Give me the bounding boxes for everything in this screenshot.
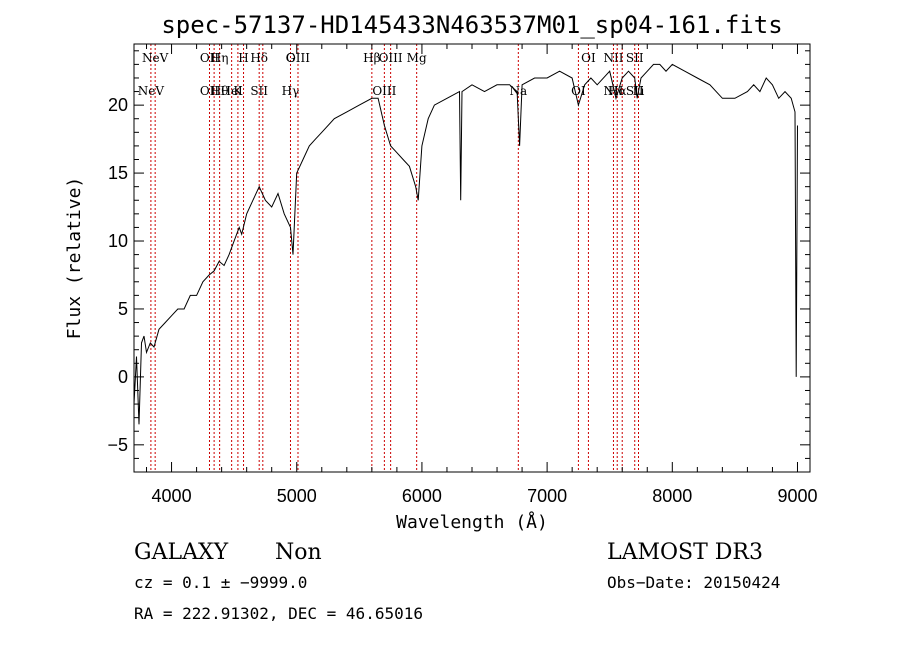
y-tick-label: 0 bbox=[118, 367, 128, 387]
chart-title: spec-57137-HD145433N463537M01_sp04-161.f… bbox=[161, 11, 782, 39]
line-marker-label-top: OIII bbox=[379, 51, 403, 65]
line-marker-label-top: SII bbox=[626, 51, 644, 65]
line-marker-label-top: G bbox=[286, 51, 296, 65]
line-marker-label-bottom: HeI bbox=[220, 84, 243, 98]
line-marker-label-bottom: NeV bbox=[138, 84, 165, 98]
line-marker-label-bottom: K bbox=[233, 84, 243, 98]
x-axis-label: Wavelength (Å) bbox=[396, 511, 548, 533]
coordinates: RA = 222.91302, DEC = 46.65016 bbox=[134, 604, 423, 623]
obs-date: Obs−Date: 20150424 bbox=[607, 573, 780, 592]
line-marker-label-top: OI bbox=[581, 51, 596, 65]
y-tick-label: 15 bbox=[108, 163, 128, 183]
line-marker-label-top: NII bbox=[603, 51, 623, 65]
survey-name: LAMOST DR3 bbox=[607, 540, 763, 565]
line-marker-label-bottom: NII bbox=[603, 84, 623, 98]
line-marker-label-bottom: OII bbox=[200, 84, 220, 98]
x-tick-label: 4000 bbox=[152, 486, 192, 506]
line-marker-label-bottom: Hα bbox=[608, 84, 627, 98]
line-marker-label-bottom: Hγ bbox=[282, 84, 300, 98]
x-tick-label: 7000 bbox=[527, 486, 567, 506]
redshift-readout: cz = 0.1 ± −9999.0 bbox=[134, 573, 307, 592]
line-marker-label-top: OIII bbox=[286, 51, 310, 65]
plot-frame bbox=[133, 43, 811, 473]
y-axis-label: Flux (relative) bbox=[64, 177, 85, 340]
y-axis-ticks: −5 0 5 10 15 20 bbox=[107, 50, 810, 459]
line-marker-label-top: Mg bbox=[407, 51, 427, 65]
line-marker-label-top: NeV bbox=[142, 51, 169, 65]
y-tick-label: −5 bbox=[107, 435, 128, 455]
line-marker-label-top: Hδ bbox=[250, 51, 268, 65]
y-tick-label: 5 bbox=[118, 299, 128, 319]
x-axis-ticks: 4000 5000 6000 7000 8000 9000 bbox=[146, 44, 818, 506]
spectrum-line bbox=[133, 63, 798, 425]
line-marker-label-bottom: Hθ bbox=[211, 84, 229, 98]
x-tick-label: 8000 bbox=[652, 486, 692, 506]
line-marker-label-bottom: OIII bbox=[372, 84, 396, 98]
x-tick-label: 6000 bbox=[402, 486, 442, 506]
line-marker-label-top: H bbox=[238, 51, 248, 65]
object-class: GALAXY bbox=[134, 540, 229, 565]
object-subclass: Non bbox=[275, 540, 322, 565]
y-tick-label: 20 bbox=[108, 95, 128, 115]
x-tick-label: 5000 bbox=[277, 486, 317, 506]
line-marker-label-bottom: OI bbox=[571, 84, 586, 98]
line-marker-label-top: Hη bbox=[211, 51, 229, 65]
line-marker-label-top: Hβ bbox=[363, 51, 380, 65]
x-tick-label: 9000 bbox=[777, 486, 817, 506]
line-marker-label-bottom: SII bbox=[250, 84, 268, 98]
line-marker-label-bottom: Na bbox=[509, 84, 527, 98]
y-tick-label: 10 bbox=[108, 231, 128, 251]
